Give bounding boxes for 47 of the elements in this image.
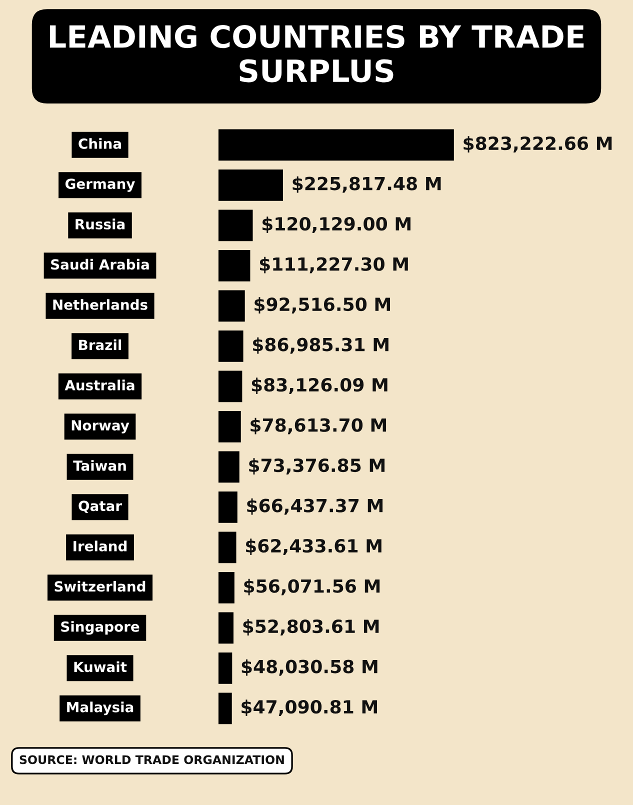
y-tick-label: Netherlands	[53, 299, 148, 310]
data-label: $62,433.61 M	[246, 538, 382, 556]
bar	[218, 330, 244, 362]
y-tick-label: Singapore	[61, 621, 140, 635]
bar	[218, 410, 241, 442]
y-tick-label: Qatar	[78, 500, 122, 514]
data-label: $47,090.81 M	[242, 700, 377, 716]
data-label: $56,071.56 M	[244, 578, 380, 596]
y-tick-label: Ireland	[74, 540, 127, 552]
bar	[218, 612, 234, 644]
data-label: $92,516.50 M	[254, 297, 390, 314]
bar	[218, 210, 253, 242]
y-tick-label: Brazil	[79, 339, 122, 350]
y-tick-label: Taiwan	[73, 460, 126, 471]
bar	[218, 692, 232, 724]
bar	[218, 370, 242, 402]
y-tick-label: Australia	[64, 380, 134, 390]
y-tick-label: Norway	[72, 420, 130, 434]
y-tick-label: Malaysia	[67, 702, 134, 716]
data-label: $225,817.48 M	[292, 176, 441, 193]
y-tick-label: Saudi Arabia	[51, 258, 149, 270]
data-label: $73,376.85 M	[249, 458, 385, 475]
y-tick-label: Germany	[65, 178, 135, 192]
data-label: $48,030.58 M	[242, 659, 378, 676]
bar	[218, 290, 245, 322]
bar	[218, 250, 250, 282]
bar	[218, 451, 240, 483]
data-label: $78,613.70 M	[250, 418, 386, 434]
data-label: $52,803.61 M	[243, 619, 379, 636]
data-label: $83,126.09 M	[252, 378, 388, 394]
data-label: $86,985.31 M	[253, 337, 388, 354]
bar	[218, 169, 283, 201]
source-note: SOURCE: WORLD TRADE ORGANIZATION	[20, 755, 284, 764]
bar	[218, 129, 454, 161]
bar	[218, 491, 238, 523]
y-tick-label: Russia	[76, 218, 125, 230]
y-tick-label: Switzerland	[54, 580, 146, 592]
bar	[218, 532, 236, 564]
data-label: $66,437.37 M	[247, 498, 383, 515]
data-label: $823,222.66 M	[464, 136, 612, 153]
chart-title: LEADING COUNTRIES BY TRADE SURPLUS	[50, 24, 584, 82]
y-tick-label: China	[78, 138, 121, 149]
y-tick-label: Kuwait	[74, 661, 127, 672]
bar	[218, 652, 232, 684]
data-label: $111,227.30 M	[260, 256, 408, 274]
data-label: $120,129.00 M	[262, 216, 410, 234]
bar	[218, 572, 234, 604]
